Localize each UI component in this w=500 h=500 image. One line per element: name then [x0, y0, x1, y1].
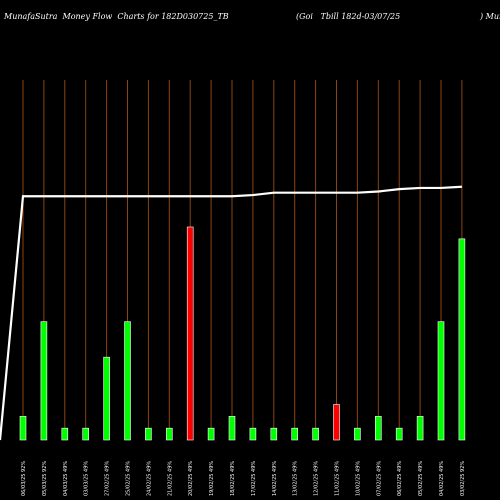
- x-tick-label: 24/02/25 49%: [146, 461, 152, 496]
- x-tick-label: 03/03/25 49%: [84, 461, 90, 496]
- bar: [61, 427, 69, 441]
- x-tick-label: 12/02/25 49%: [314, 461, 320, 496]
- bar: [145, 427, 152, 441]
- chart-title: MunafaSutra Money Flow Charts for 182D03…: [4, 12, 229, 21]
- money-flow-line: [0, 185, 462, 441]
- x-tick-label: 27/02/25 49%: [105, 461, 111, 496]
- bar: [186, 226, 194, 441]
- x-tick-label: 04/03/25 49%: [63, 461, 69, 496]
- x-tick-label: 05/02/25 49%: [418, 461, 424, 496]
- bar: [40, 321, 48, 441]
- bar: [270, 427, 278, 441]
- chart-title-suffix: ) Munafa: [480, 12, 500, 21]
- bar: [291, 427, 299, 441]
- bar: [124, 321, 131, 441]
- x-tick-label: 18/02/25 49%: [230, 461, 236, 496]
- x-tick-label: 04/02/25 49%: [439, 461, 445, 496]
- bar: [312, 427, 319, 441]
- bar: [249, 427, 257, 441]
- bar: [395, 427, 403, 441]
- x-tick-label: 06/02/25 49%: [397, 461, 403, 496]
- chart-subtitle: (Goi Tbill 182d-03/07/25: [296, 12, 401, 21]
- x-tick-label: 13/02/25 49%: [293, 461, 299, 496]
- bar: [228, 416, 236, 441]
- bar: [458, 238, 466, 441]
- x-tick-label: 19/02/25 49%: [209, 461, 215, 496]
- x-tick-label: 06/03/25 92%: [21, 461, 27, 496]
- bar: [354, 427, 361, 441]
- bar: [374, 416, 382, 441]
- bar: [333, 404, 340, 441]
- bar: [416, 416, 424, 441]
- bar: [166, 427, 173, 441]
- x-tick-label: 11/02/25 49%: [335, 461, 341, 496]
- x-tick-label: 17/02/25 49%: [251, 461, 257, 496]
- bar: [103, 356, 110, 441]
- x-tick-label: 03/02/25 92%: [460, 461, 466, 496]
- bar: [19, 416, 27, 441]
- x-tick-label: 05/03/25 92%: [42, 461, 48, 496]
- bar: [82, 427, 89, 441]
- x-tick-label: 10/02/25 49%: [355, 461, 361, 496]
- bar: [207, 427, 215, 441]
- x-tick-label: 25/02/25 49%: [126, 461, 132, 496]
- bar: [437, 321, 445, 441]
- chart-header: MunafaSutra Money Flow Charts for 182D03…: [0, 0, 500, 24]
- x-tick-label: 07/02/25 49%: [376, 461, 382, 496]
- x-tick-label: 14/02/25 49%: [272, 461, 278, 496]
- x-tick-label: 20/02/25 49%: [188, 461, 194, 496]
- x-tick-label: 21/02/25 49%: [167, 461, 173, 496]
